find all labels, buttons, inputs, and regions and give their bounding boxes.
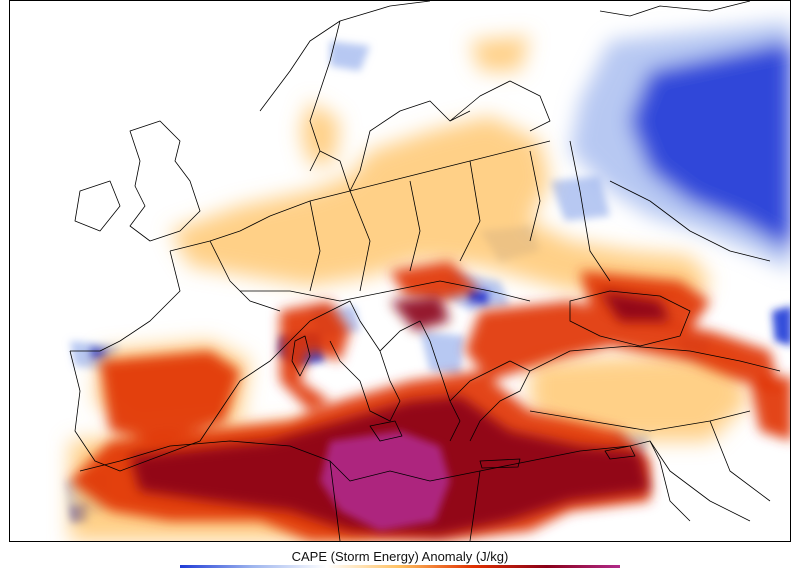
negative-anomaly-region-northeast bbox=[570, 21, 790, 271]
positive-anomaly-extreme bbox=[320, 431, 450, 531]
coastlines bbox=[69, 1, 781, 541]
colorbar-title: CAPE (Storm Energy) Anomaly (J/kg) bbox=[291, 549, 509, 564]
map-panel bbox=[9, 0, 791, 542]
anomaly-map bbox=[65, 1, 790, 541]
anomaly-shading bbox=[65, 21, 790, 541]
colorbar bbox=[180, 565, 620, 568]
